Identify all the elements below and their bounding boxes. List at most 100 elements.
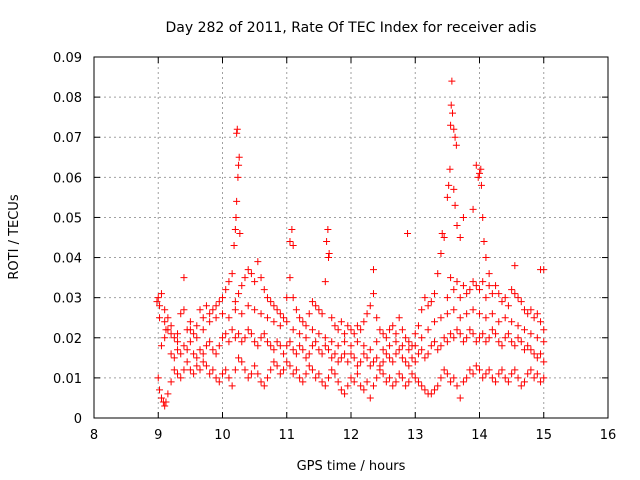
data-point [485, 270, 493, 278]
data-point [520, 346, 528, 354]
data-point [472, 362, 480, 370]
data-point [373, 354, 381, 362]
data-point [215, 298, 223, 306]
data-point [180, 366, 188, 374]
data-point [235, 153, 243, 161]
data-point [398, 326, 406, 334]
data-point [280, 314, 288, 322]
data-point [459, 282, 467, 290]
data-point [421, 294, 429, 302]
data-point [395, 346, 403, 354]
data-point [334, 342, 342, 350]
data-point [402, 382, 410, 390]
data-point [511, 290, 519, 298]
data-point [451, 201, 459, 209]
data-point [296, 342, 304, 350]
data-point [202, 302, 210, 310]
data-point [386, 374, 394, 382]
data-point [263, 374, 271, 382]
data-point [533, 310, 541, 318]
data-point [270, 358, 278, 366]
data-point [193, 362, 201, 370]
data-point [260, 286, 268, 294]
y-tick-label: 0.04 [53, 252, 82, 267]
data-point [446, 165, 454, 173]
data-point [443, 338, 451, 346]
data-point [476, 286, 483, 294]
data-point [156, 386, 164, 394]
data-point [233, 197, 241, 205]
data-point [459, 338, 467, 346]
data-point [524, 310, 532, 318]
data-point [488, 326, 496, 334]
data-point [369, 358, 377, 366]
data-point [520, 306, 528, 314]
data-point [459, 213, 467, 221]
data-point [312, 302, 320, 310]
data-point [540, 338, 548, 346]
data-point [508, 338, 516, 346]
data-point [170, 366, 178, 374]
data-point [161, 306, 169, 314]
data-point [341, 350, 349, 358]
data-point [180, 342, 188, 350]
data-point [382, 350, 390, 358]
data-point [154, 374, 162, 382]
data-point [527, 306, 535, 314]
data-point [379, 358, 387, 366]
data-point [267, 366, 275, 374]
data-point [302, 322, 310, 330]
data-point [254, 342, 262, 350]
data-point [504, 330, 512, 338]
data-point [236, 229, 244, 237]
data-point [479, 213, 487, 221]
data-point [469, 306, 477, 314]
data-point [434, 270, 442, 278]
data-point [341, 390, 349, 398]
data-point [286, 362, 294, 370]
data-point [443, 310, 451, 318]
data-point [447, 330, 455, 338]
data-point [514, 374, 522, 382]
data-point [296, 374, 304, 382]
data-point [315, 306, 323, 314]
data-point [488, 310, 496, 318]
data-point [392, 350, 400, 358]
data-point [382, 334, 390, 342]
data-point [225, 314, 233, 322]
data-point [437, 314, 445, 322]
data-point [445, 181, 453, 189]
data-point [386, 342, 394, 350]
data-point [414, 322, 422, 330]
data-point [157, 342, 165, 350]
data-point [212, 374, 220, 382]
data-point [164, 314, 172, 322]
data-point [369, 290, 377, 298]
data-point [283, 294, 291, 302]
data-point [193, 322, 201, 330]
data-point [230, 242, 238, 250]
data-point [447, 101, 455, 109]
data-point [196, 366, 204, 374]
data-point [177, 374, 185, 382]
data-point [540, 358, 548, 366]
data-point [325, 254, 333, 262]
data-point [206, 338, 214, 346]
data-point [323, 238, 331, 246]
chart-title: Day 282 of 2011, Rate Of TEC Index for r… [165, 20, 536, 36]
data-point [247, 370, 255, 378]
data-point [283, 342, 291, 350]
data-point [527, 366, 535, 374]
data-point [427, 342, 435, 350]
data-point [299, 318, 307, 326]
data-point [537, 318, 545, 326]
data-point [350, 354, 358, 362]
data-point [190, 370, 198, 378]
y-tick-label: 0.03 [53, 292, 82, 307]
data-point [366, 362, 374, 370]
data-point [418, 346, 426, 354]
data-point [337, 354, 345, 362]
data-point [408, 370, 416, 378]
data-point [183, 358, 191, 366]
data-point [196, 346, 204, 354]
